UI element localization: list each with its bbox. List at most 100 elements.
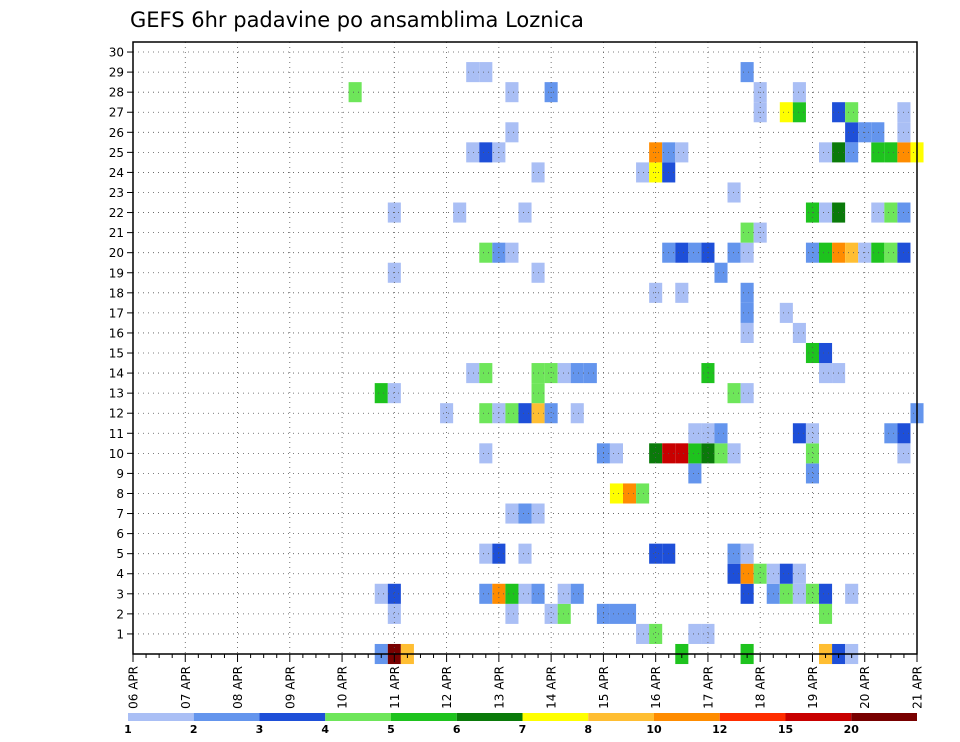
colorbar-label: 3 <box>256 723 264 736</box>
colorbar-label: 1 <box>124 723 132 736</box>
precip-cell <box>871 242 885 263</box>
precip-cell <box>479 443 493 464</box>
precip-cell <box>557 603 571 624</box>
precip-cell <box>505 603 519 624</box>
colorbar-label: 8 <box>584 723 592 736</box>
precip-cell <box>609 443 623 464</box>
precip-cell <box>374 383 388 404</box>
precip-cell <box>819 363 833 384</box>
precip-cell <box>387 603 401 624</box>
precip-cell <box>727 182 741 203</box>
precip-cell <box>479 242 493 263</box>
precip-cell <box>714 262 728 283</box>
precip-cell <box>675 443 689 464</box>
colorbar-label: 10 <box>646 723 662 736</box>
y-tick-label: 23 <box>109 186 124 200</box>
x-tick-label: 06 APR <box>127 666 141 709</box>
x-tick-label: 16 APR <box>649 666 663 709</box>
precip-cell <box>779 563 793 584</box>
colorbar: 1 2 3 4 5 6 7 8 10 12 15 20 <box>124 713 917 736</box>
precip-cell <box>348 82 362 103</box>
colorbar-swatch <box>325 713 391 721</box>
precip-cell <box>819 142 833 163</box>
precip-cell <box>688 242 702 263</box>
precip-cell <box>819 583 833 604</box>
precip-cell <box>845 583 859 604</box>
precip-cell <box>819 603 833 624</box>
x-tick-label: 07 APR <box>179 666 193 709</box>
colorbar-label: 4 <box>321 723 329 736</box>
y-tick-label: 27 <box>109 106 124 120</box>
precip-cell <box>805 583 819 604</box>
precip-cell <box>636 623 650 644</box>
precip-cell <box>387 383 401 404</box>
precip-cell <box>505 503 519 524</box>
y-tick-label: 20 <box>109 246 124 260</box>
y-tick-label: 19 <box>109 266 124 280</box>
precip-cell <box>727 543 741 564</box>
x-tick-label: 12 APR <box>440 666 454 709</box>
y-tick-label: 12 <box>109 407 124 421</box>
precip-cell <box>792 82 806 103</box>
colorbar-swatch <box>654 713 720 721</box>
precip-cell <box>479 142 493 163</box>
y-tick-label: 30 <box>109 46 124 60</box>
precip-cell <box>701 423 715 444</box>
y-tick-label: 24 <box>109 166 124 180</box>
precip-cell <box>714 423 728 444</box>
colorbar-label: 5 <box>387 723 395 736</box>
precip-cell <box>884 242 898 263</box>
y-tick-label: 15 <box>109 347 124 361</box>
precip-cell <box>479 403 493 424</box>
precip-cell <box>740 62 754 83</box>
precip-cell <box>557 363 571 384</box>
precip-cell <box>805 423 819 444</box>
precip-cell <box>505 242 519 263</box>
precip-cell <box>544 363 558 384</box>
precip-cell <box>636 483 650 504</box>
y-tick-label: 26 <box>109 126 124 140</box>
precip-cell <box>649 543 663 564</box>
precip-cell <box>518 202 532 223</box>
precip-cell <box>505 82 519 103</box>
x-tick-label: 18 APR <box>754 666 768 709</box>
y-tick-label: 3 <box>116 587 124 601</box>
y-tick-label: 2 <box>116 607 124 621</box>
x-tick-label: 13 APR <box>492 666 506 709</box>
precip-cell <box>570 363 584 384</box>
precip-cell <box>805 463 819 484</box>
y-axis-ticks: 1234567891011121314151617181920212223242… <box>109 46 133 641</box>
precip-cell <box>440 403 454 424</box>
y-tick-label: 16 <box>109 326 124 340</box>
precip-cell <box>570 403 584 424</box>
precip-cell <box>544 403 558 424</box>
x-tick-label: 17 APR <box>701 666 715 709</box>
precip-cell <box>479 62 493 83</box>
precip-cell <box>727 383 741 404</box>
precip-cell <box>479 363 493 384</box>
y-tick-label: 14 <box>109 367 124 381</box>
colorbar-label: 7 <box>519 723 527 736</box>
precip-cell <box>740 222 754 243</box>
precip-cell <box>792 423 806 444</box>
colorbar-swatch <box>588 713 654 721</box>
colorbar-swatch <box>522 713 589 721</box>
y-tick-label: 25 <box>109 146 124 160</box>
precip-cell <box>871 202 885 223</box>
precip-cell <box>649 623 663 644</box>
precip-cell <box>727 242 741 263</box>
precip-cell <box>701 623 715 644</box>
precip-cell <box>714 443 728 464</box>
y-tick-label: 10 <box>109 447 124 461</box>
precip-cell <box>792 563 806 584</box>
y-tick-label: 11 <box>109 427 124 441</box>
colorbar-swatch <box>851 713 917 721</box>
x-tick-label: 11 APR <box>388 666 402 709</box>
precip-cell <box>819 342 833 364</box>
x-axis-ticks: 06 APR 07 APR 08 APR 09 APR 10 APR 11 APR 12 A… <box>127 654 925 709</box>
precip-cell <box>740 322 754 343</box>
precip-cell <box>688 423 702 444</box>
precip-cell <box>466 62 480 83</box>
colorbar-label: 12 <box>712 723 727 736</box>
precip-cell <box>688 443 702 464</box>
